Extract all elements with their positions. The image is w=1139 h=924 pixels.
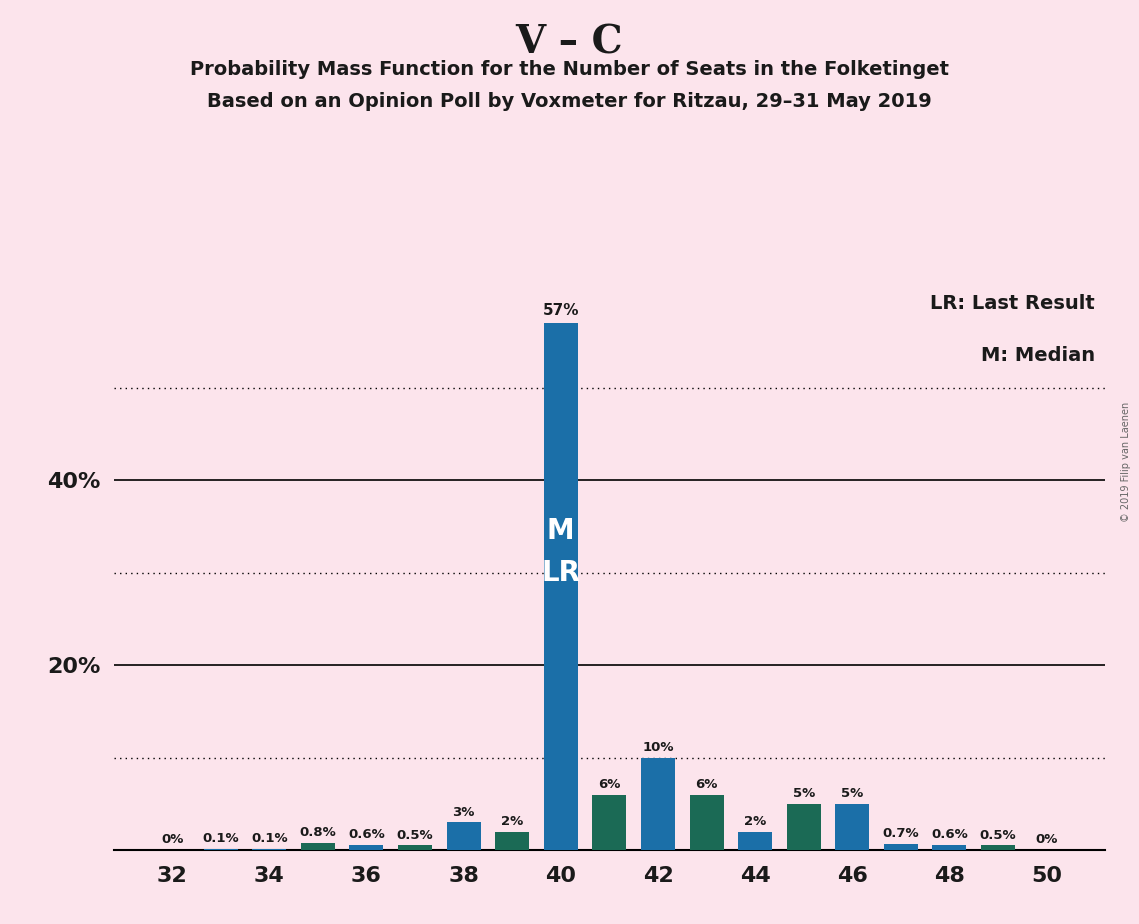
Text: 0.8%: 0.8% bbox=[300, 826, 336, 839]
Bar bbox=[253, 849, 286, 850]
Text: 0.5%: 0.5% bbox=[980, 829, 1016, 842]
Bar bbox=[933, 845, 966, 850]
Bar bbox=[835, 804, 869, 850]
Text: 0.1%: 0.1% bbox=[203, 833, 239, 845]
Text: V – C: V – C bbox=[516, 23, 623, 61]
Text: 0%: 0% bbox=[161, 833, 183, 846]
Text: © 2019 Filip van Laenen: © 2019 Filip van Laenen bbox=[1121, 402, 1131, 522]
Text: M: M bbox=[547, 517, 574, 545]
Text: 0%: 0% bbox=[1035, 833, 1058, 846]
Text: 0.6%: 0.6% bbox=[349, 828, 385, 841]
Bar bbox=[641, 758, 675, 850]
Text: 3%: 3% bbox=[452, 806, 475, 819]
Bar bbox=[592, 795, 626, 850]
Bar bbox=[495, 832, 530, 850]
Text: 6%: 6% bbox=[695, 778, 718, 791]
Text: 57%: 57% bbox=[542, 303, 579, 318]
Text: LR: Last Result: LR: Last Result bbox=[931, 295, 1095, 313]
Bar bbox=[884, 844, 918, 850]
Bar bbox=[398, 845, 432, 850]
Text: 2%: 2% bbox=[501, 815, 523, 828]
Text: Based on an Opinion Poll by Voxmeter for Ritzau, 29–31 May 2019: Based on an Opinion Poll by Voxmeter for… bbox=[207, 92, 932, 112]
Bar bbox=[738, 832, 772, 850]
Bar bbox=[543, 323, 577, 850]
Text: 0.6%: 0.6% bbox=[931, 828, 968, 841]
Bar bbox=[204, 849, 238, 850]
Text: 5%: 5% bbox=[841, 787, 863, 800]
Text: 6%: 6% bbox=[598, 778, 621, 791]
Text: Probability Mass Function for the Number of Seats in the Folketinget: Probability Mass Function for the Number… bbox=[190, 60, 949, 79]
Bar bbox=[446, 822, 481, 850]
Bar bbox=[981, 845, 1015, 850]
Bar bbox=[787, 804, 821, 850]
Bar bbox=[301, 843, 335, 850]
Text: 0.1%: 0.1% bbox=[251, 833, 288, 845]
Text: LR: LR bbox=[541, 559, 580, 587]
Text: 10%: 10% bbox=[642, 741, 673, 754]
Text: M: Median: M: Median bbox=[981, 346, 1095, 365]
Text: 5%: 5% bbox=[793, 787, 814, 800]
Text: 0.5%: 0.5% bbox=[396, 829, 433, 842]
Bar bbox=[689, 795, 723, 850]
Bar bbox=[350, 845, 384, 850]
Text: 0.7%: 0.7% bbox=[883, 827, 919, 840]
Text: 2%: 2% bbox=[744, 815, 767, 828]
